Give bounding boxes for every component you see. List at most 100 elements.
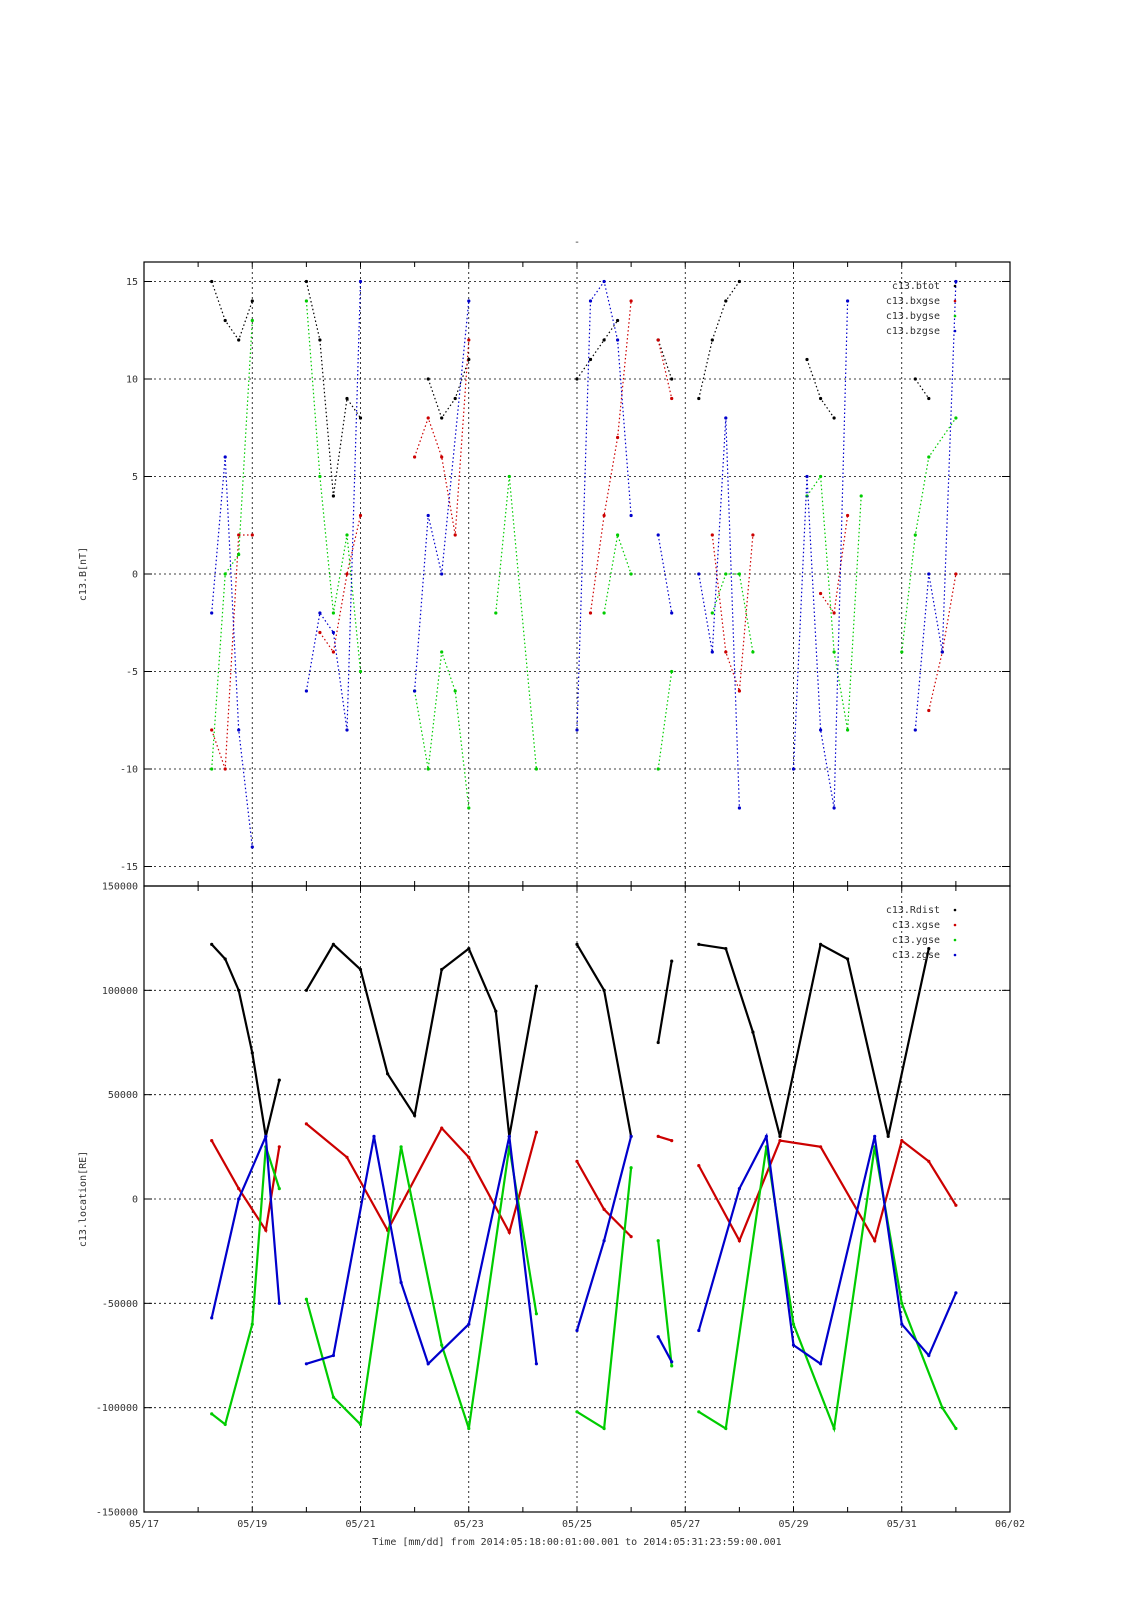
data-point xyxy=(629,1166,633,1170)
data-point xyxy=(602,611,606,615)
series-line xyxy=(576,943,633,1137)
y-tick-label: 15 xyxy=(126,277,138,288)
series-c13.bygse xyxy=(210,299,958,810)
series-c13.Rdist xyxy=(210,942,931,1138)
series-line xyxy=(210,1140,281,1234)
y-tick-label: -15 xyxy=(120,862,138,873)
legend-layer: c13.btot c13.bxgse c13.bygse c13.bzgse c13.R… xyxy=(886,281,957,961)
data-point xyxy=(345,396,349,401)
data-point xyxy=(399,1280,403,1285)
data-point xyxy=(697,942,701,947)
legend-marker xyxy=(953,329,957,333)
series-c13.xgse xyxy=(210,1122,958,1244)
data-point xyxy=(304,279,308,284)
data-point xyxy=(413,455,417,459)
data-point xyxy=(264,1228,268,1232)
data-point xyxy=(670,611,674,615)
y-tick-label: 0 xyxy=(132,570,138,581)
legend-label: c13.zgse xyxy=(892,950,940,961)
data-point xyxy=(467,806,471,810)
data-point xyxy=(629,1134,633,1138)
series-line xyxy=(698,417,740,809)
data-point xyxy=(656,1040,660,1045)
data-point xyxy=(697,396,701,401)
data-point xyxy=(710,650,714,654)
y-tick-label: -10 xyxy=(120,765,138,776)
series-line xyxy=(914,281,957,731)
data-point xyxy=(575,728,579,732)
data-point xyxy=(819,728,823,732)
series-line xyxy=(806,359,835,419)
data-point xyxy=(710,533,714,537)
data-point xyxy=(318,338,322,342)
data-point xyxy=(467,1155,471,1159)
data-point xyxy=(751,533,755,537)
data-point xyxy=(237,1197,241,1201)
series-line xyxy=(657,534,673,614)
data-point xyxy=(602,988,606,992)
data-point xyxy=(846,957,850,961)
data-point xyxy=(304,299,308,303)
data-point xyxy=(210,279,214,284)
data-point xyxy=(304,689,308,693)
data-point xyxy=(237,728,241,732)
data-point xyxy=(697,1410,701,1414)
data-point xyxy=(737,572,742,576)
data-point xyxy=(250,845,254,849)
data-point xyxy=(588,357,593,362)
data-point xyxy=(277,1078,281,1082)
y-tick-label: -50000 xyxy=(102,1299,138,1310)
data-point xyxy=(237,552,241,557)
data-point xyxy=(832,806,836,810)
y-tick-label: 100000 xyxy=(102,986,138,997)
data-point xyxy=(575,1328,579,1333)
data-point xyxy=(494,611,498,615)
data-point xyxy=(534,984,539,988)
legend-label: c13.Rdist xyxy=(886,905,940,916)
series-line xyxy=(657,1336,673,1363)
series-c13.zgse xyxy=(210,1132,958,1366)
series-c13.ygse xyxy=(210,1145,958,1433)
legend-marker xyxy=(953,314,957,318)
data-point xyxy=(954,1291,958,1295)
data-point xyxy=(386,1072,390,1076)
data-point xyxy=(331,630,335,635)
data-point xyxy=(250,1051,254,1055)
data-point xyxy=(507,474,511,479)
series-line xyxy=(576,280,632,731)
data-point xyxy=(724,947,728,951)
data-point xyxy=(724,572,728,576)
data-point xyxy=(616,318,620,323)
data-point xyxy=(440,416,444,420)
series-line xyxy=(576,320,619,380)
data-point xyxy=(304,988,308,992)
data-point xyxy=(629,299,633,303)
data-point xyxy=(358,669,363,674)
data-point xyxy=(237,533,241,537)
data-point xyxy=(737,1239,742,1243)
data-point xyxy=(927,947,931,951)
data-point xyxy=(954,572,958,576)
data-point xyxy=(237,988,241,992)
x-tick-label: 05/27 xyxy=(670,1519,700,1530)
data-point xyxy=(507,1230,511,1234)
series-line xyxy=(427,359,470,420)
series-line xyxy=(414,651,470,809)
legend-marker xyxy=(953,953,957,957)
data-point xyxy=(223,1422,227,1426)
data-point xyxy=(656,1335,660,1339)
series-line xyxy=(495,476,537,770)
x-tick-label: 05/19 xyxy=(237,1519,267,1530)
data-point xyxy=(724,1426,728,1431)
series-line xyxy=(711,534,754,692)
data-point xyxy=(954,416,958,420)
data-point xyxy=(927,572,931,576)
data-point xyxy=(629,1235,633,1239)
series-line xyxy=(657,339,673,380)
series-line xyxy=(657,671,673,770)
data-point xyxy=(819,396,823,401)
data-point xyxy=(602,279,606,284)
series-line xyxy=(414,339,470,536)
series-line xyxy=(305,942,538,1137)
data-point xyxy=(724,650,728,654)
